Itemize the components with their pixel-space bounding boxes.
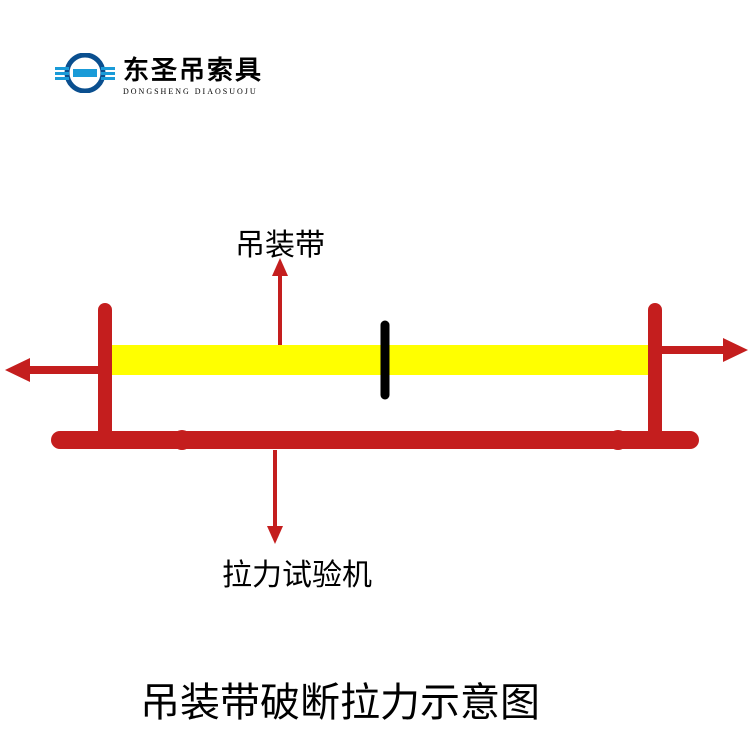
right-arrow-head (723, 338, 748, 362)
bottom-label: 拉力试验机 (222, 550, 372, 594)
bottom-label-arrow-head (267, 526, 283, 544)
diagram (0, 0, 750, 750)
top-label: 吊装带 (235, 220, 325, 264)
left-arrow-head (5, 358, 30, 382)
right-dot (608, 430, 628, 450)
diagram-title: 吊装带破断拉力示意图 (140, 670, 540, 728)
left-dot (172, 430, 192, 450)
